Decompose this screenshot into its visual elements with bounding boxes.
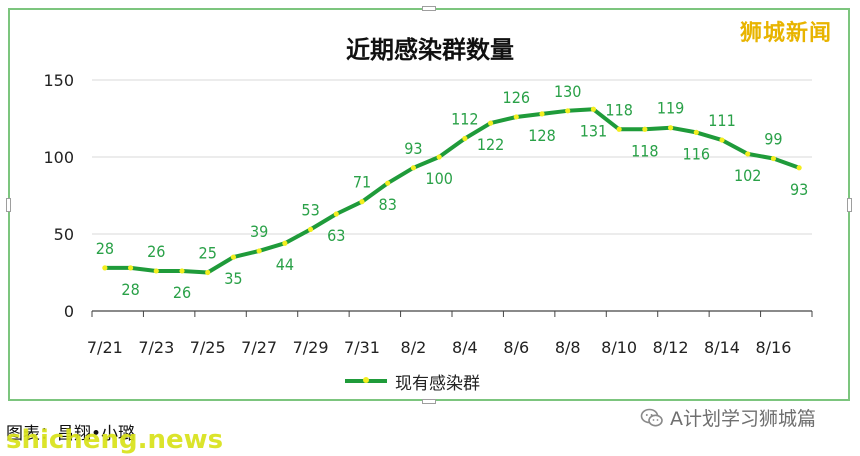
x-tick-label: 8/14 (704, 338, 740, 357)
x-tick-label: 8/10 (601, 338, 637, 357)
axes: 0 50 100 150 7/21 7/23 7/25 7/27 7/29 7/31 8/2 8/4 8… (43, 71, 813, 357)
x-tick-label: 8/12 (653, 338, 689, 357)
data-point (770, 155, 777, 162)
y-tick-label: 0 (64, 302, 74, 321)
data-label: 119 (657, 99, 684, 118)
legend-label: 现有感染群 (395, 373, 480, 394)
data-point (410, 165, 417, 171)
caption: 图表：昌翔•小璐 (6, 424, 136, 444)
data-label: 44 (276, 255, 294, 274)
data-label: 102 (734, 166, 761, 185)
top-resize-handle[interactable] (422, 6, 436, 11)
data-point (205, 269, 211, 276)
data-point (127, 265, 134, 271)
x-tick-label: 7/23 (138, 338, 174, 357)
data-point (436, 154, 442, 160)
data-label: 35 (224, 269, 242, 288)
chart-frame (8, 8, 850, 401)
legend: 现有感染群 (345, 370, 480, 394)
data-point (179, 268, 185, 274)
data-point (333, 211, 339, 217)
data-label: 71 (353, 173, 371, 192)
data-label: 130 (554, 82, 581, 101)
data-label: 131 (580, 121, 607, 140)
data-point (385, 180, 391, 186)
data-point (539, 111, 545, 117)
data-point (642, 126, 648, 132)
data-label: 116 (683, 144, 710, 163)
series-layer (102, 106, 802, 276)
x-tick-label: 8/16 (755, 338, 791, 357)
data-point (745, 151, 751, 157)
data-label: 122 (477, 135, 504, 154)
x-tick-label: 7/27 (241, 338, 277, 357)
data-label: 53 (301, 200, 319, 219)
data-label: 93 (790, 180, 808, 199)
data-label: 26 (147, 242, 165, 261)
data-point (359, 199, 365, 205)
data-point (667, 125, 674, 131)
x-tick-label: 7/25 (190, 338, 226, 357)
wechat-source: A计划学习狮城篇 (640, 404, 816, 431)
y-tick-label: 150 (43, 71, 74, 90)
data-label: 28 (121, 280, 139, 299)
data-point (230, 254, 237, 260)
x-tick-label: 7/21 (87, 338, 123, 357)
data-point (282, 240, 288, 246)
data-point (693, 129, 699, 135)
data-point (513, 114, 519, 120)
data-label: 93 (404, 139, 422, 158)
left-resize-handle[interactable] (6, 198, 11, 212)
x-tick-label: 8/4 (452, 338, 478, 357)
x-tick-label: 7/31 (344, 338, 380, 357)
right-resize-handle[interactable] (847, 198, 852, 212)
data-label: 118 (605, 100, 632, 119)
chart-title: 近期感染群数量 (346, 36, 514, 64)
data-point (796, 165, 802, 171)
data-label: 25 (199, 244, 217, 263)
bottom-resize-handle[interactable] (422, 399, 436, 404)
legend-swatch (345, 377, 387, 383)
data-point (256, 248, 262, 254)
x-tick-label: 8/8 (555, 338, 581, 357)
data-label: 39 (250, 222, 268, 241)
data-point (487, 120, 494, 126)
data-labels: 2828262625353944536371839310011212212612… (96, 82, 809, 302)
data-point (307, 226, 314, 232)
data-label: 99 (764, 130, 782, 149)
data-point (565, 108, 571, 114)
brand-logo: 狮城新闻 (740, 21, 833, 46)
data-label: 128 (528, 126, 555, 145)
x-tick-label: 8/2 (401, 338, 427, 357)
data-point (616, 126, 622, 132)
x-tick-label: 8/6 (503, 338, 529, 357)
data-point (462, 135, 468, 142)
data-label: 63 (327, 226, 345, 245)
data-label: 126 (503, 88, 530, 107)
data-label: 83 (379, 195, 397, 214)
data-point (153, 268, 159, 274)
data-point (719, 137, 725, 143)
y-tick-label: 100 (43, 148, 74, 167)
data-point (102, 265, 108, 271)
source-label: A计划学习狮城篇 (670, 408, 816, 430)
data-label: 118 (631, 141, 658, 160)
series-line (102, 107, 802, 275)
data-label: 28 (96, 239, 114, 258)
wechat-icon (640, 408, 663, 426)
watermark: shicheng.news (6, 425, 224, 455)
y-tick-label: 50 (54, 225, 74, 244)
data-label: 26 (173, 283, 191, 302)
data-label: 100 (425, 169, 452, 188)
data-label: 112 (451, 110, 478, 129)
data-label: 111 (708, 111, 735, 130)
data-point (590, 106, 597, 112)
x-tick-label: 7/29 (293, 338, 329, 357)
